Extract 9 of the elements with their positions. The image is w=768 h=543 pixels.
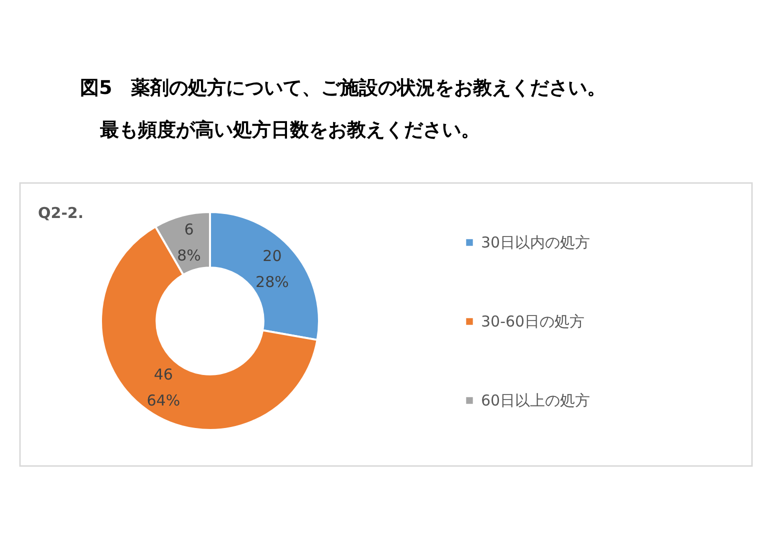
data-label: 6 8% [177,220,201,265]
text: Q2-2. [38,204,84,222]
chart-subtitle: 最も頻度が高い処方日数をお教えください。 [99,119,480,141]
legend-label: 30-60日の処方 [481,312,585,330]
chart-title: 図5 薬剤の処方について、ご施設の状況をお教えください。 [80,77,606,99]
data-label: 20 28% [256,246,289,291]
data-label: 46 64% [146,366,180,410]
legend-label: 30日以内の処方 [481,234,590,252]
legend-label: 60日以上の処方 [481,392,590,410]
